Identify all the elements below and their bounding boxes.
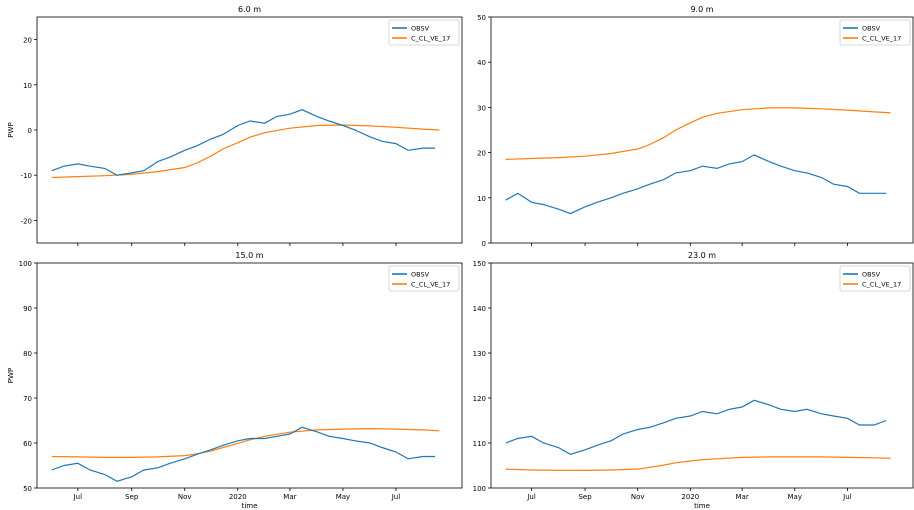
y-tick-label: 90 (23, 305, 32, 313)
x-tick-label: Jul (842, 493, 852, 501)
y-tick-label: -20 (21, 217, 32, 225)
legend-label: C_CL_VE_17 (411, 35, 450, 43)
chart-title: 23.0 m (688, 251, 716, 260)
legend-label: C_CL_VE_17 (862, 281, 901, 289)
legend-label: C_CL_VE_17 (411, 281, 450, 289)
x-tick-label: May (336, 493, 350, 501)
y-tick-label: 20 (477, 150, 486, 158)
y-tick-label: 80 (23, 350, 32, 358)
x-tick-label: May (788, 493, 802, 501)
plot-frame (490, 262, 914, 489)
y-tick-label: 50 (23, 485, 32, 493)
y-tick-label: 60 (23, 440, 32, 448)
y-tick-label: 70 (23, 395, 32, 403)
x-tick-label: Mar (736, 493, 749, 501)
y-tick-label: 0 (28, 127, 32, 135)
x-tick-label: Sep (125, 493, 139, 501)
y-tick-label: 110 (473, 440, 486, 448)
chart-panel-3: 15.0 m 50 60 70 80 90 100 Jul Sep Nov 2020 Mar May Ju… (7, 251, 463, 510)
series-line-obsv (505, 399, 887, 455)
x-tick-label: Sep (578, 493, 592, 501)
y-tick-label: 120 (473, 395, 486, 403)
series-line-obsv (51, 109, 436, 176)
y-tick-label: 40 (477, 59, 486, 67)
y-axis-label: PWP (7, 122, 15, 137)
chart-panel-4: 23.0 m 100 110 120 130 140 150 Jul Sep Nov 2020 Mar… (473, 251, 914, 510)
y-axis-label: PWP (7, 368, 15, 383)
plot-frame (36, 16, 463, 244)
x-axis-label: time (242, 502, 258, 510)
y-tick-label: 20 (23, 37, 32, 45)
x-axis-label: time (694, 502, 710, 510)
x-tick-label: Nov (178, 493, 192, 501)
chart-title: 15.0 m (235, 251, 263, 260)
y-tick-label: 140 (473, 305, 486, 313)
chart-panel-1: 6.0 m -20 -10 0 10 20 PWP OBSV C_CL_VE_17 (7, 5, 463, 246)
y-tick-label: 50 (477, 14, 486, 22)
chart-title: 6.0 m (238, 5, 261, 14)
series-line-c-cl-ve-17 (505, 107, 891, 160)
series-line-c-cl-ve-17 (51, 124, 440, 179)
legend-label: OBSV (411, 25, 430, 33)
plot-frame (490, 16, 914, 244)
legend-label: OBSV (862, 271, 881, 279)
series-line-obsv (505, 154, 887, 215)
series-line-c-cl-ve-17 (51, 427, 440, 458)
x-tick-label: Jul (391, 493, 401, 501)
legend-label: OBSV (411, 271, 430, 279)
y-tick-label: 100 (473, 485, 486, 493)
x-tick-label: Nov (631, 493, 645, 501)
y-tick-label: 10 (23, 82, 32, 90)
series-line-obsv (51, 426, 436, 482)
y-tick-label: 0 (482, 240, 486, 248)
y-tick-label: 150 (473, 260, 486, 268)
plot-frame (36, 262, 463, 489)
y-tick-label: 100 (19, 260, 32, 268)
legend-label: OBSV (862, 25, 881, 33)
chart-title: 9.0 m (690, 5, 713, 14)
x-tick-label: Jul (526, 493, 536, 501)
y-tick-label: 130 (473, 350, 486, 358)
chart-panel-2: 9.0 m 0 10 20 30 40 50 OBSV C_CL_VE_17 (477, 5, 914, 248)
legend-label: C_CL_VE_17 (862, 35, 901, 43)
x-tick-label: 2020 (681, 493, 699, 501)
y-tick-label: 30 (477, 104, 486, 112)
y-tick-label: -10 (21, 172, 32, 180)
series-line-c-cl-ve-17 (505, 456, 891, 471)
x-tick-label: Jul (73, 493, 83, 501)
x-tick-label: 2020 (229, 493, 247, 501)
x-tick-label: Mar (283, 493, 296, 501)
y-tick-label: 10 (477, 195, 486, 203)
